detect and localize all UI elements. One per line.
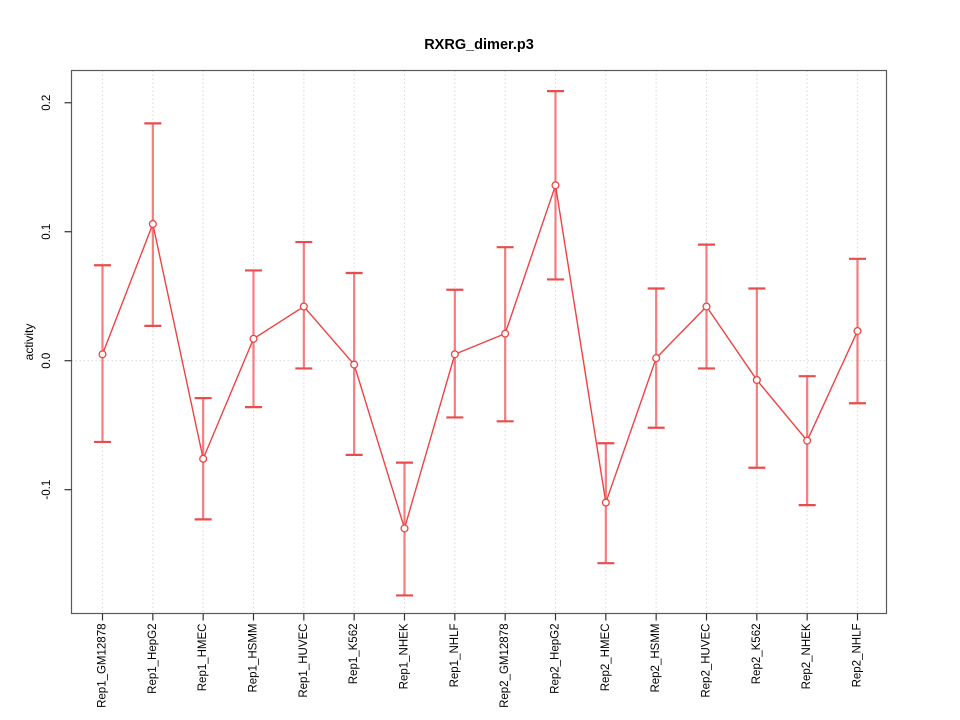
x-category-label: Rep2_NHEK — [801, 623, 813, 689]
data-point — [249, 334, 258, 343]
data-point — [299, 302, 308, 311]
plot-frame — [70, 69, 888, 615]
x-category-label: Rep2_HepG2 — [550, 624, 562, 694]
x-category-label: Rep1_HUVEC — [298, 624, 310, 698]
x-category-label: Rep1_NHLF — [449, 624, 461, 688]
series-line — [101, 185, 859, 531]
x-category-label: Rep1_HepG2 — [147, 624, 159, 694]
data-point — [853, 326, 862, 336]
data-point — [199, 454, 208, 463]
data-point — [98, 350, 107, 359]
data-point — [752, 375, 761, 385]
data-points — [98, 181, 862, 533]
x-category-label: Rep1_NHEK — [399, 623, 411, 689]
x-category-label: Rep2_GM12878 — [499, 624, 511, 708]
data-point — [551, 181, 560, 190]
data-point — [501, 329, 510, 338]
data-point — [450, 350, 459, 359]
data-point — [652, 354, 661, 363]
x-category-label: Rep1_HSMM — [248, 624, 260, 693]
x-category-label: Rep2_HMEC — [600, 624, 612, 692]
chart-title: RXRG_dimer.p3 — [424, 37, 534, 53]
y-tick-label: 0.0 — [41, 353, 53, 369]
x-category-label: Rep2_NHLF — [852, 624, 864, 688]
y-tick-label: 0.2 — [41, 95, 53, 111]
data-point — [350, 360, 359, 369]
x-category-label: Rep2_K562 — [751, 624, 763, 685]
x-category-label: Rep2_HUVEC — [701, 624, 713, 698]
series-polyline — [101, 185, 859, 531]
data-point — [148, 219, 157, 229]
x-category-label: Rep1_GM12878 — [97, 624, 109, 708]
gridlines — [71, 70, 887, 614]
data-point — [803, 436, 812, 445]
data-point — [601, 498, 610, 507]
y-axis-label: activity — [22, 324, 36, 361]
x-category-label: Rep1_HMEC — [197, 624, 209, 692]
axes-and-ticks: -0.1 0.0 0.1 0.2 Rep1_GM12878 Rep1_HepG2 Rep1_… — [41, 69, 888, 708]
y-tick-label: 0.1 — [41, 224, 53, 240]
x-category-label: Rep2_HSMM — [650, 624, 662, 693]
data-point — [400, 524, 409, 533]
y-tick-label: -0.1 — [41, 480, 53, 500]
x-category-label: Rep1_K562 — [348, 624, 360, 685]
data-point — [702, 302, 711, 311]
